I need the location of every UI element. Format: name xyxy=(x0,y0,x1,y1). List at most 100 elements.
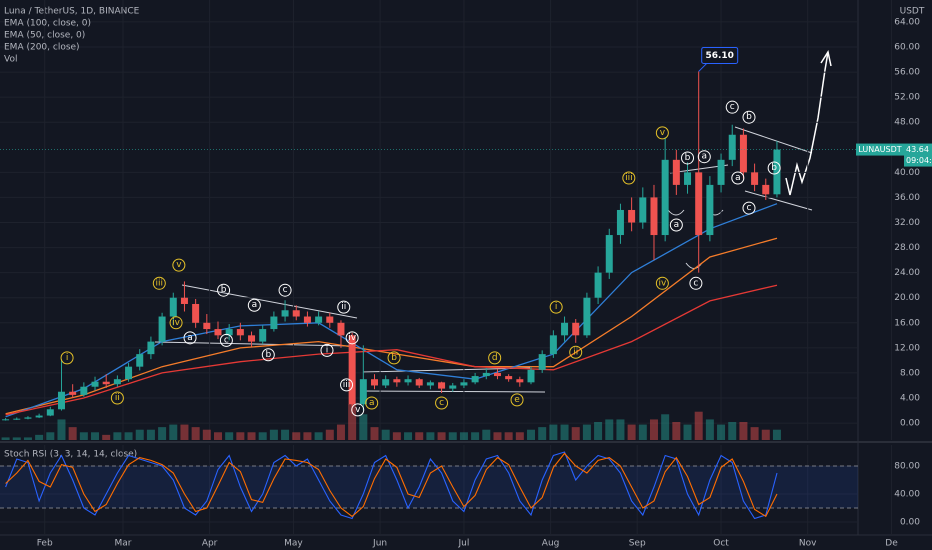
x-tick-label: Feb xyxy=(37,539,53,549)
candle-body xyxy=(482,372,490,377)
x-tick-label: Jul xyxy=(458,539,470,549)
candle-body xyxy=(505,376,513,380)
y-tick-label: 4.00 xyxy=(900,394,920,404)
wave-label-circle xyxy=(337,300,351,314)
candle-body xyxy=(214,329,222,336)
wave-label: iii xyxy=(156,278,164,288)
legend-entry: EMA (100, close, 0) xyxy=(4,19,91,29)
wave-label-circle xyxy=(655,276,669,290)
wave-label-circle xyxy=(689,276,703,290)
volume-bar xyxy=(202,429,211,440)
candle-body xyxy=(259,329,267,342)
wave-label: a xyxy=(252,300,258,310)
countdown-label: 09:04:45 xyxy=(906,156,932,165)
legend-volume: Vol xyxy=(4,55,17,65)
candle-body xyxy=(661,159,669,236)
candle-body xyxy=(594,272,602,298)
volume-bar xyxy=(571,427,580,440)
candle-body xyxy=(113,379,121,385)
wave-label: c xyxy=(283,285,288,295)
volume-bar xyxy=(482,429,491,440)
volume-bar xyxy=(415,432,424,440)
stoch-line xyxy=(5,452,778,518)
volume-bar xyxy=(348,404,357,440)
volume-bar xyxy=(102,434,111,440)
y-tick-label: 60.00 xyxy=(894,43,920,53)
volume-bar xyxy=(504,432,513,440)
volume-bar xyxy=(459,432,468,440)
volume-bar xyxy=(158,427,167,440)
y-tick-label: 40.00 xyxy=(894,489,920,499)
wave-label-circle xyxy=(697,150,711,164)
wave-label: iii xyxy=(625,173,633,183)
volume-bar xyxy=(1,437,10,440)
trend-line xyxy=(362,367,531,373)
volume-bar xyxy=(683,424,692,440)
y-tick-label: 0.00 xyxy=(900,419,920,429)
wave-label: ii xyxy=(341,302,346,312)
wave-label: e xyxy=(514,395,520,405)
candle-body xyxy=(650,197,658,236)
volume-bar xyxy=(739,422,748,440)
volume-bar xyxy=(258,432,267,440)
volume-bar xyxy=(392,432,401,440)
y-tick-label: 64.00 xyxy=(894,17,920,27)
wave-label-circle xyxy=(681,151,695,165)
axis-unit: USDT xyxy=(900,7,925,17)
candle-body xyxy=(628,209,636,223)
candle-body xyxy=(248,335,256,342)
wave-label-circle xyxy=(488,351,502,365)
wave-label: ii xyxy=(115,393,120,403)
candle-body xyxy=(471,376,479,383)
candle-body xyxy=(136,354,144,367)
candle-body xyxy=(460,382,468,386)
y-tick-label: 0.00 xyxy=(900,517,920,527)
volume-bar xyxy=(661,414,670,440)
candle-body xyxy=(303,316,311,323)
volume-bar xyxy=(91,432,100,440)
volume-bar xyxy=(79,432,88,440)
y-tick-label: 56.00 xyxy=(894,68,920,78)
volume-bar xyxy=(281,429,290,440)
candle-body xyxy=(695,172,703,236)
candle-body xyxy=(91,381,99,387)
x-tick-label: Nov xyxy=(799,539,817,549)
price-box xyxy=(904,143,932,167)
candle-body xyxy=(404,379,412,383)
candle-body xyxy=(326,316,334,323)
x-tick-label: Aug xyxy=(542,539,560,549)
y-tick-label: 48.00 xyxy=(894,118,920,128)
wave-label: iv xyxy=(658,278,667,288)
wave-label: v xyxy=(355,405,361,415)
y-tick-label: 28.00 xyxy=(894,243,920,253)
wave-label-circle xyxy=(217,283,231,297)
y-tick-label: 16.00 xyxy=(894,318,920,328)
candle-body xyxy=(449,385,457,389)
wave-label-circle xyxy=(351,403,365,417)
wave-label-circle xyxy=(345,331,359,345)
candle-body xyxy=(561,322,569,336)
wave-label-circle xyxy=(510,393,524,407)
wave-label-circle xyxy=(549,300,563,314)
volume-bar xyxy=(225,432,234,440)
wave-label-circle xyxy=(622,171,636,185)
volume-bar xyxy=(314,432,323,440)
candle-body xyxy=(337,322,345,336)
volume-bar xyxy=(292,432,301,440)
wave-label-circle xyxy=(261,348,275,362)
wave-label-circle xyxy=(365,396,379,410)
volume-bar xyxy=(68,427,77,440)
candle-body xyxy=(236,329,244,336)
arrow-head xyxy=(820,50,832,67)
volume-bar xyxy=(616,419,625,440)
price-label: 43.64 xyxy=(906,145,929,154)
candle-body xyxy=(549,335,557,355)
wave-label-circle xyxy=(435,396,449,410)
candle-body xyxy=(773,149,781,195)
candle-body xyxy=(538,354,546,370)
wave-label-circle xyxy=(742,201,756,215)
candle-body xyxy=(616,209,624,236)
wave-label-circle xyxy=(387,351,401,365)
volume-bar xyxy=(672,422,681,440)
ema-line xyxy=(5,237,778,415)
